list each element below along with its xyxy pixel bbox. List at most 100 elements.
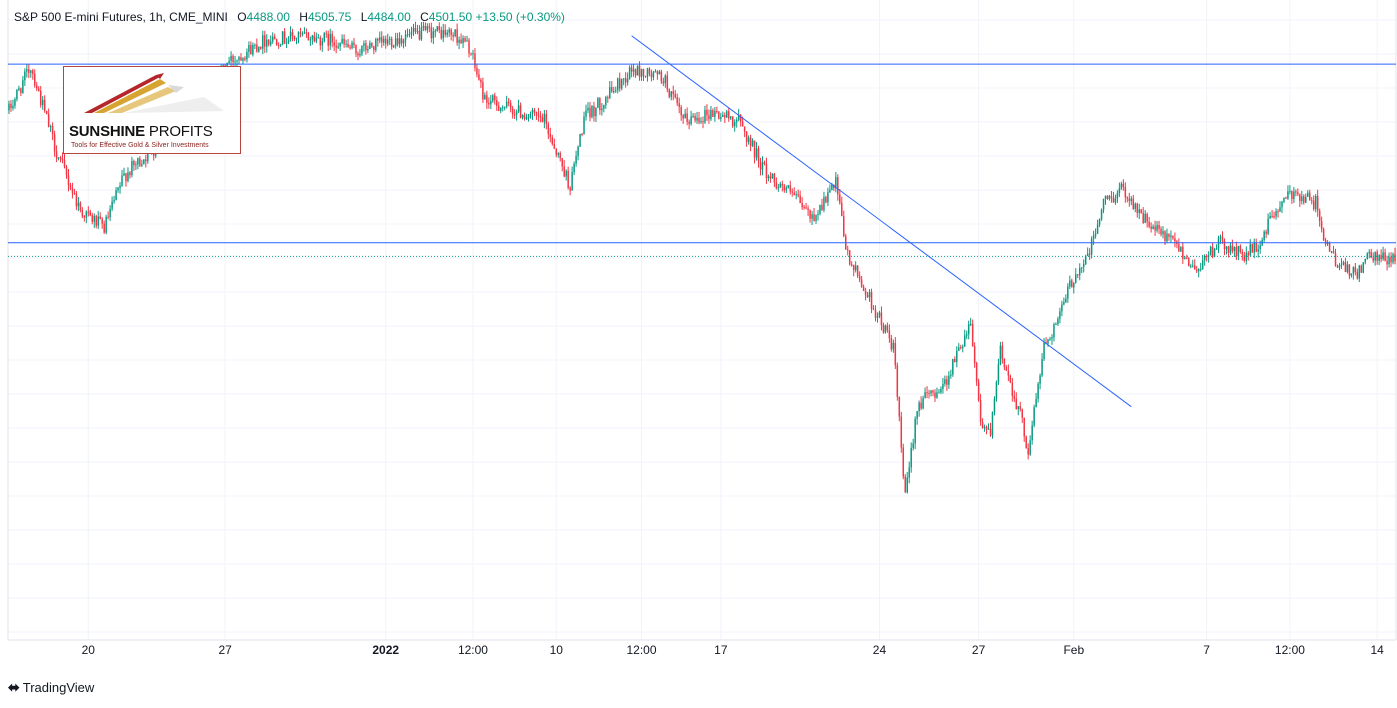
candle [301,31,304,37]
candle [803,204,805,210]
candle-body [468,40,470,54]
tradingview-brand[interactable]: ⬌ TradingView [8,679,94,696]
candle-body [569,187,571,191]
candle [1293,187,1295,204]
candle-body [95,215,97,226]
candle [1086,247,1089,257]
candle [1199,262,1202,272]
candle-body [1156,225,1158,231]
candle [993,396,996,416]
candle [1126,196,1129,203]
candle [55,145,58,163]
candle [1289,184,1291,195]
candle [1223,238,1226,256]
candle-body [147,148,149,162]
candle [965,330,968,340]
candle-body [765,163,768,179]
candle-body [698,117,700,123]
candle [956,346,958,368]
candle-body [410,31,413,35]
candle [890,334,893,352]
candle-body [549,133,552,138]
candle [960,344,962,350]
candle [1128,192,1131,207]
candle-body [14,99,16,106]
x-tick-label: 10 [550,643,564,657]
candle [363,40,365,52]
candle [563,160,565,178]
candle [1063,297,1065,306]
candle [351,40,353,50]
candle [254,43,256,50]
candle [523,112,526,121]
candle-body [494,95,496,101]
candle-body [1392,253,1394,263]
candle [912,438,914,451]
candle-body [1338,265,1341,268]
candle [1241,249,1244,261]
candle [103,220,105,234]
candle-body [1374,251,1376,261]
candle-body [1336,265,1339,268]
candle-body [1106,195,1109,200]
candle-body [914,418,916,444]
candle [567,166,569,190]
candle [1067,283,1069,303]
candle [1144,210,1146,224]
sunshine-profits-logo: SUNSHINE PROFITS Tools for Effective Gol… [63,66,241,154]
candle-body [37,88,40,91]
candle [137,157,139,170]
candle-body [67,174,70,186]
candle-body [1146,213,1148,222]
candle-body [934,392,936,398]
candle [454,29,456,38]
candle [640,68,643,81]
candle-body [535,112,538,114]
candle [408,29,411,38]
candle [1193,259,1196,270]
candle [1061,300,1063,317]
candle [1136,202,1138,218]
candle-body [1148,221,1150,227]
candle-body [426,26,429,30]
candle [20,87,22,97]
candle-body [622,78,625,80]
candle [1303,194,1305,205]
candle-body [991,412,994,436]
candle-body [1164,231,1166,242]
sunrise-swoosh-icon [84,73,224,113]
candle [839,188,841,205]
candle-body [1092,235,1095,239]
candle [946,375,948,391]
candle-body [267,39,270,45]
candle [256,38,258,53]
candle [1001,341,1004,364]
candle-body [248,45,250,53]
candle [1053,322,1055,342]
candle [264,30,266,53]
candle [424,22,427,32]
candle [745,130,748,147]
candle-body [581,133,583,135]
candle [113,195,115,204]
candle [787,184,790,189]
candle [1235,241,1238,260]
candle-body [1071,280,1073,288]
candle-body [706,109,708,116]
candle [422,21,425,32]
candle-body [843,216,845,237]
candle [1088,248,1091,261]
candle [1108,194,1111,201]
candle [1225,245,1228,255]
candle [755,142,758,161]
candle-body [1144,213,1146,223]
candle [817,209,819,221]
candle-body [1065,298,1067,303]
candle [28,64,30,79]
candle [795,191,797,200]
candle-body [589,107,591,118]
candle-body [143,159,145,165]
candle-body [125,173,127,181]
candle-body [1215,248,1218,250]
candle [1213,247,1216,258]
